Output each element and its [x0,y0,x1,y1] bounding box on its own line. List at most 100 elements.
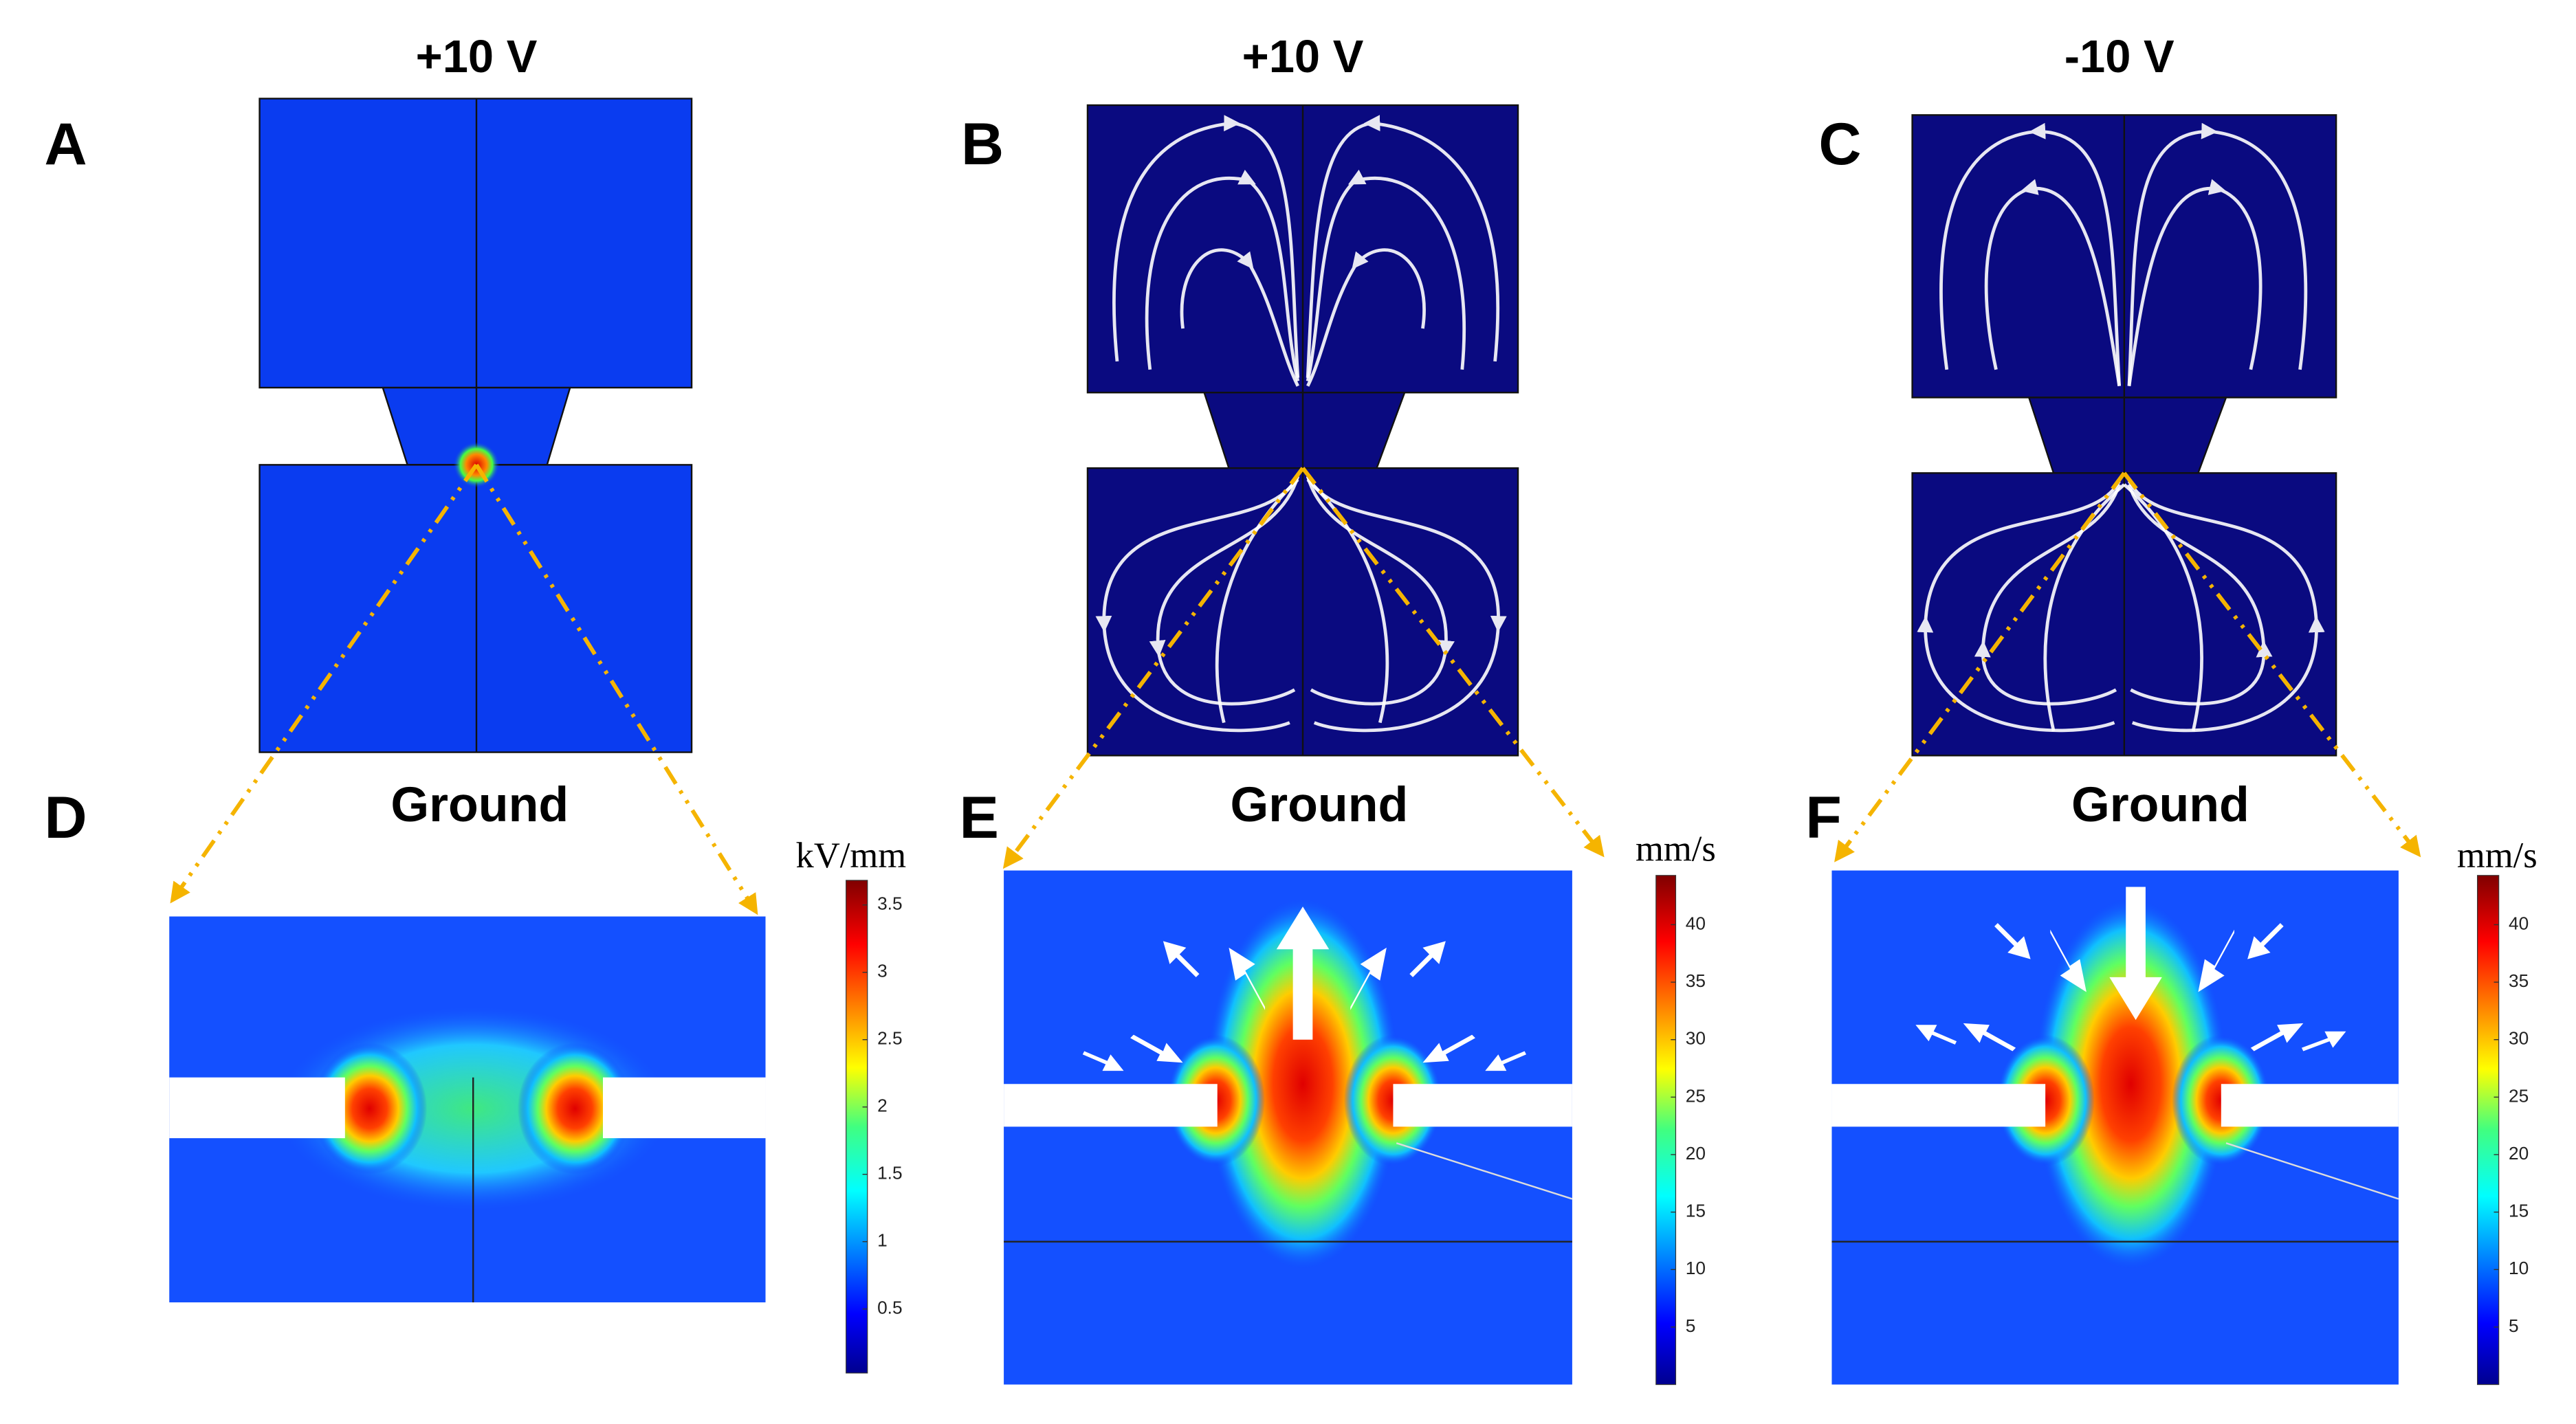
arrow [2301,1031,2346,1052]
gap [1004,1084,1218,1127]
arrow [1130,1034,1183,1063]
ground-label: Ground [390,777,569,832]
zoom-line [1301,467,1605,858]
panel-label: D [45,785,87,851]
field-hotspot [453,441,500,488]
colorbar-tick-label: 25 [1686,1085,1706,1106]
streamline [1112,115,1300,378]
streamlines [1917,122,2325,733]
panel-label: F [1805,785,1842,851]
colorbar-tick-label: 5 [1686,1315,1696,1336]
panel-label: B [961,111,1004,177]
colorbar-tick-label: 2 [877,1095,888,1116]
neck [2027,397,2227,474]
gap [603,1077,766,1139]
arrow [1229,947,1266,1010]
arrow [2050,929,2087,992]
arrow [2250,1023,2304,1052]
neck [1202,392,1406,469]
panel-label: A [45,111,87,177]
colorbar-tick-label: 3 [877,961,888,981]
flow-arrows [1082,906,1527,1071]
arrow [1485,1051,1527,1071]
arrow [2109,887,2162,1021]
streamline [1306,476,1507,733]
voltage-label: +10 V [1242,31,1364,82]
colorbar-tick-label: 15 [1686,1201,1706,1221]
colorbar-tick-label: 20 [1686,1143,1706,1164]
ground-label: Ground [1230,777,1408,832]
colorbar-unit: mm/s [2457,836,2538,876]
arrow [2198,929,2234,992]
streamline [1984,179,2122,387]
gap [169,1077,345,1139]
colorbar-tick-label: 35 [2509,970,2529,991]
heatmap-d [169,916,766,1303]
flow-arrows [1915,887,2346,1052]
streamline [1939,122,2122,386]
zoom-line [1002,467,1305,869]
colorbar-tick-label: 20 [2509,1143,2529,1164]
colorbar-tick-label: 10 [2509,1258,2529,1278]
colorbar-tick-label: 35 [1686,970,1706,991]
zoom-line [170,463,478,904]
arrow [1915,1025,1957,1045]
panel-b-geometry [1086,104,1519,757]
divider [2225,1142,2399,1200]
colorbar-tick-label: 0.5 [877,1298,903,1318]
streamline [1306,169,1466,381]
panel-label: E [960,785,999,851]
ground-label: Ground [2071,777,2249,832]
streamline [1306,115,1500,378]
colorbar [846,880,868,1374]
arrow [1409,941,1446,977]
field [517,1043,633,1175]
zoom-lines [170,463,2421,915]
streamline [1180,248,1299,387]
streamline [2127,480,2325,733]
streamline [1306,248,1426,387]
gap [1393,1084,1572,1127]
gap [2221,1084,2399,1127]
streamline [1145,169,1300,382]
zoom-line [1834,471,2126,863]
colorbar-tick-label: 40 [2509,913,2529,933]
arrow [1082,1051,1124,1071]
arrow [1422,1034,1475,1063]
colorbar-tick-label: 10 [1686,1258,1706,1278]
streamline [2127,179,2263,386]
colorbar-tick-label: 1 [877,1230,888,1251]
voltage-label: +10 V [416,31,538,82]
arrow [1163,941,1200,977]
panel-c-geometry [1911,114,2337,757]
colorbar-unit: mm/s [1636,829,1716,869]
streamline [1095,476,1299,733]
zoom-line [474,463,758,915]
heatmap-f [1831,870,2399,1385]
colorbar [2477,875,2500,1386]
streamlines [1095,115,1507,733]
field [2032,895,2230,1273]
colorbar-tick-label: 40 [1686,913,1706,933]
arrow [1994,923,2031,959]
field [312,1043,428,1175]
streamline [2127,122,2308,386]
colorbar-tick-label: 3.5 [877,893,903,914]
colorbar-tick-label: 1.5 [877,1163,903,1183]
colorbar [1655,875,1677,1386]
colorbar-tick-label: 30 [1686,1028,1706,1049]
colorbar-tick-label: 2.5 [877,1028,903,1049]
colorbars: kV/mm mm/s mm/s [796,829,2538,1386]
zoom-line [2122,471,2421,858]
colorbar-tick-label: 25 [2509,1085,2529,1106]
colorbar-unit: kV/mm [796,836,907,876]
heatmap-e [1004,870,1573,1385]
arrow [1963,1023,2016,1052]
streamline [1917,480,2121,733]
panel-label: C [1818,111,1861,177]
divider [1396,1142,1573,1200]
voltage-label: -10 V [2065,31,2175,82]
arrow [1350,947,1387,1010]
